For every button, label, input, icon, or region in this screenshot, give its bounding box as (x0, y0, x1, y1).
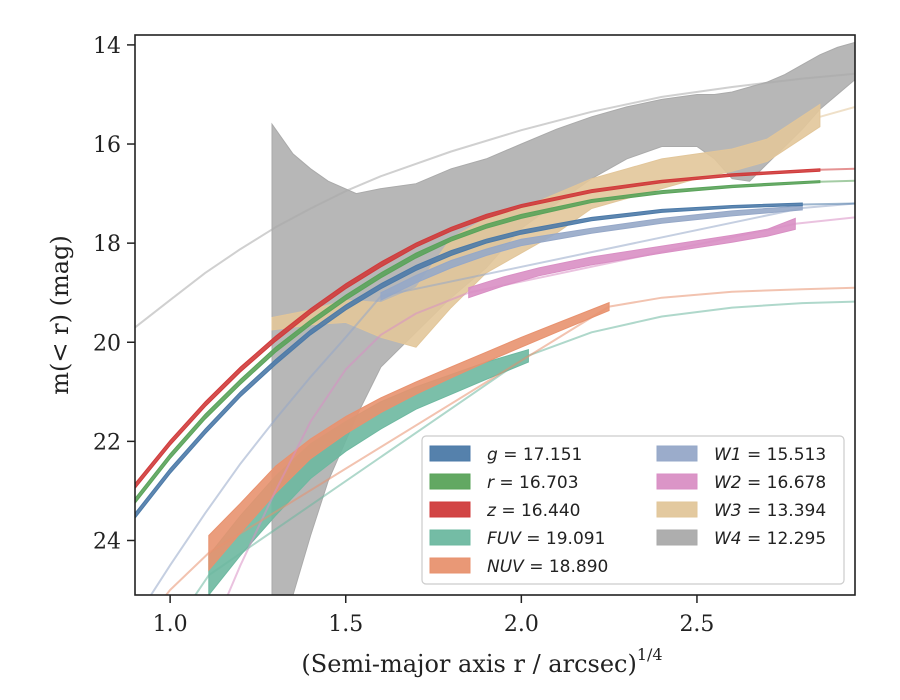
legend-label-w4: W4 = 12.295 (714, 529, 826, 549)
legend-swatch-g (429, 445, 471, 462)
y-tick-label: 24 (93, 529, 121, 554)
series-w4-extrapolation-line (135, 72, 855, 329)
legend-swatch-z (429, 501, 471, 518)
legend-label-nuv: NUV = 18.890 (487, 557, 608, 577)
legend-label-z: z = 16.440 (486, 501, 580, 521)
legend-swatch-w1 (656, 445, 698, 462)
x-tick-label: 2.0 (504, 612, 539, 637)
legend-box (421, 435, 845, 585)
y-axis-label: m(< r) (mag) (46, 235, 74, 394)
series-w2-extrapolation-line (226, 216, 855, 595)
series-w3-extrapolation-line (819, 105, 855, 118)
y-axis-ticks: 14 16 18 20 22 24 (93, 34, 135, 554)
y-tick-label: 16 (93, 133, 121, 158)
legend-entry-g: g = 17.151 (429, 445, 582, 465)
x-tick-label: 2.5 (679, 612, 714, 637)
series-z-extrapolation-line (819, 167, 855, 171)
legend-entry-nuv: NUV = 18.890 (429, 557, 608, 577)
series-bands (135, 41, 855, 595)
legend-label-fuv: FUV = 19.091 (487, 529, 605, 549)
y-tick-label: 18 (93, 232, 121, 257)
legend-entry-w3: W3 = 13.394 (656, 501, 826, 521)
legend-label-g: g = 17.151 (487, 445, 582, 465)
legend-swatch-w3 (656, 501, 698, 518)
series-fuv-extrapolation-line (194, 300, 855, 595)
legend-entry-w4: W4 = 12.295 (656, 529, 826, 549)
legend: g = 17.151 r = 16.703 z = 16.440 FUV = 19.0… (421, 435, 845, 585)
legend-swatch-w2 (656, 473, 698, 490)
y-tick-label: 22 (93, 430, 121, 455)
series-nuv-extrapolation-line (164, 286, 855, 595)
x-axis-ticks: 1.0 1.5 2.0 2.5 (153, 595, 714, 637)
x-tick-label: 1.5 (328, 612, 363, 637)
series-nuv-band (208, 301, 610, 572)
series-extrapolation-lines (135, 72, 855, 595)
plot-frame (134, 34, 856, 596)
series-g-band (135, 202, 803, 520)
series-r-band (135, 180, 821, 505)
series-w1-extrapolation-line (149, 202, 855, 595)
legend-label-w1: W1 = 15.513 (714, 445, 826, 465)
series-w1-band (380, 205, 803, 301)
y-tick-label: 20 (93, 331, 121, 356)
legend-entry-z: z = 16.440 (429, 501, 580, 521)
legend-entry-r: r = 16.703 (429, 473, 579, 493)
x-axis-label: (Semi-major axis r / arcsec)1/4 (301, 645, 662, 678)
legend-swatch-nuv (429, 557, 471, 574)
legend-label-w3: W3 = 13.394 (714, 501, 826, 521)
legend-swatch-fuv (429, 529, 471, 546)
legend-entry-fuv: FUV = 19.091 (429, 529, 605, 549)
x-tick-label: 1.0 (153, 612, 188, 637)
series-r-extrapolation-line (819, 179, 855, 183)
legend-label-r: r = 16.703 (487, 473, 579, 493)
legend-label-w2: W2 = 16.678 (714, 473, 826, 493)
legend-swatch-r (429, 473, 471, 490)
legend-entry-w1: W1 = 15.513 (656, 445, 826, 465)
series-z-band (135, 168, 821, 490)
series-g-extrapolation-line (802, 202, 855, 206)
y-tick-label: 14 (93, 34, 121, 59)
legend-entry-w2: W2 = 16.678 (656, 473, 826, 493)
legend-swatch-w4 (656, 529, 698, 546)
